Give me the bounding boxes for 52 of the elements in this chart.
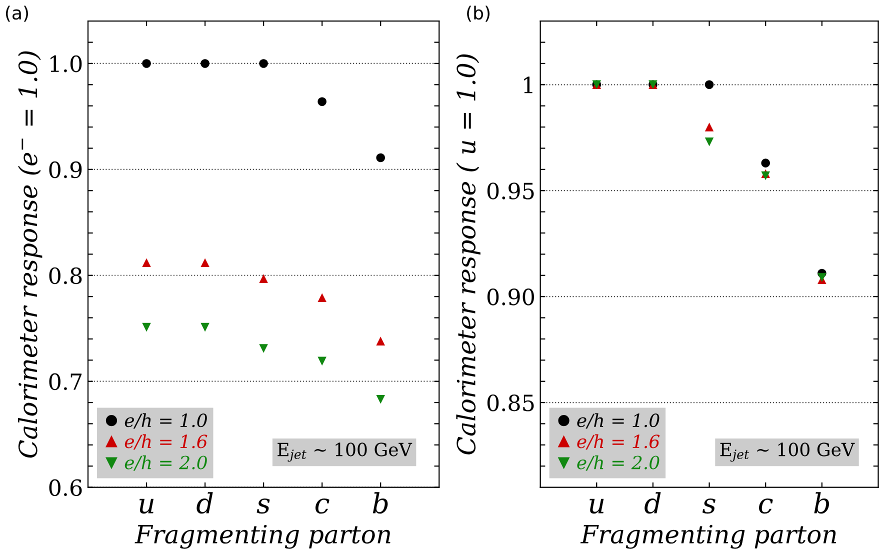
point [704, 137, 714, 146]
x-tick-label: s [256, 498, 270, 514]
legend-label: e/h = 1.6 [124, 434, 208, 450]
y-tick-label: 0.9 [49, 161, 82, 178]
x-axis-title: Fragmenting parton [580, 524, 836, 549]
y-tick-label: 0.8 [49, 267, 82, 284]
legend-label: e/h = 1.0 [577, 413, 660, 429]
x-tick-label: d [196, 492, 213, 514]
legend-label: e/h = 2.0 [577, 455, 660, 471]
y-tick-label: 1.0 [50, 55, 82, 72]
x-tick-label: b [814, 492, 830, 514]
x-tick-label: s [702, 498, 716, 514]
chart-title: (a) [6, 6, 28, 22]
x-axis-title: Fragmenting parton [134, 524, 390, 549]
point [704, 122, 714, 132]
y-axis-title: Calorimeter response ( u = 1.0) [456, 54, 480, 454]
x-tick-label: b [372, 492, 388, 514]
y-tick-label: 0.95 [487, 182, 534, 200]
point [318, 293, 326, 302]
annotation: E$_{jet}$ ~ 100 GeV [720, 442, 855, 462]
y-tick-label: 0.90 [487, 288, 534, 306]
point [200, 322, 210, 332]
legend-label: e/h = 1.6 [577, 434, 660, 450]
x-tick-label: c [759, 498, 773, 514]
point [704, 80, 714, 90]
y-axis-title: Calorimeter response (e$^{−}$ = 1.0) [18, 51, 42, 458]
point [259, 344, 268, 353]
y-tick-label: 0.85 [487, 394, 534, 412]
point [200, 59, 210, 68]
point [142, 322, 151, 332]
y-tick-label: 1 [524, 76, 532, 94]
y-tick-label: 0.7 [49, 373, 82, 390]
annotation: E$_{jet}$ ~ 100 GeV [278, 442, 412, 462]
x-tick-label: u [590, 498, 604, 514]
y-tick-label: 0.6 [49, 479, 82, 496]
point [318, 97, 326, 106]
legend-label: e/h = 2.0 [124, 455, 207, 471]
point [259, 274, 268, 283]
point [376, 394, 385, 404]
x-tick-label: d [644, 492, 661, 514]
chart-title: (b) [467, 6, 490, 22]
x-tick-label: c [315, 498, 330, 514]
point [761, 158, 770, 168]
point [376, 336, 385, 346]
point [142, 59, 151, 68]
point [259, 59, 268, 68]
point [376, 153, 385, 162]
legend-label: e/h = 1.0 [124, 413, 207, 429]
point [318, 356, 326, 366]
point [200, 258, 210, 268]
x-tick-label: u [139, 498, 154, 514]
point [142, 258, 151, 268]
